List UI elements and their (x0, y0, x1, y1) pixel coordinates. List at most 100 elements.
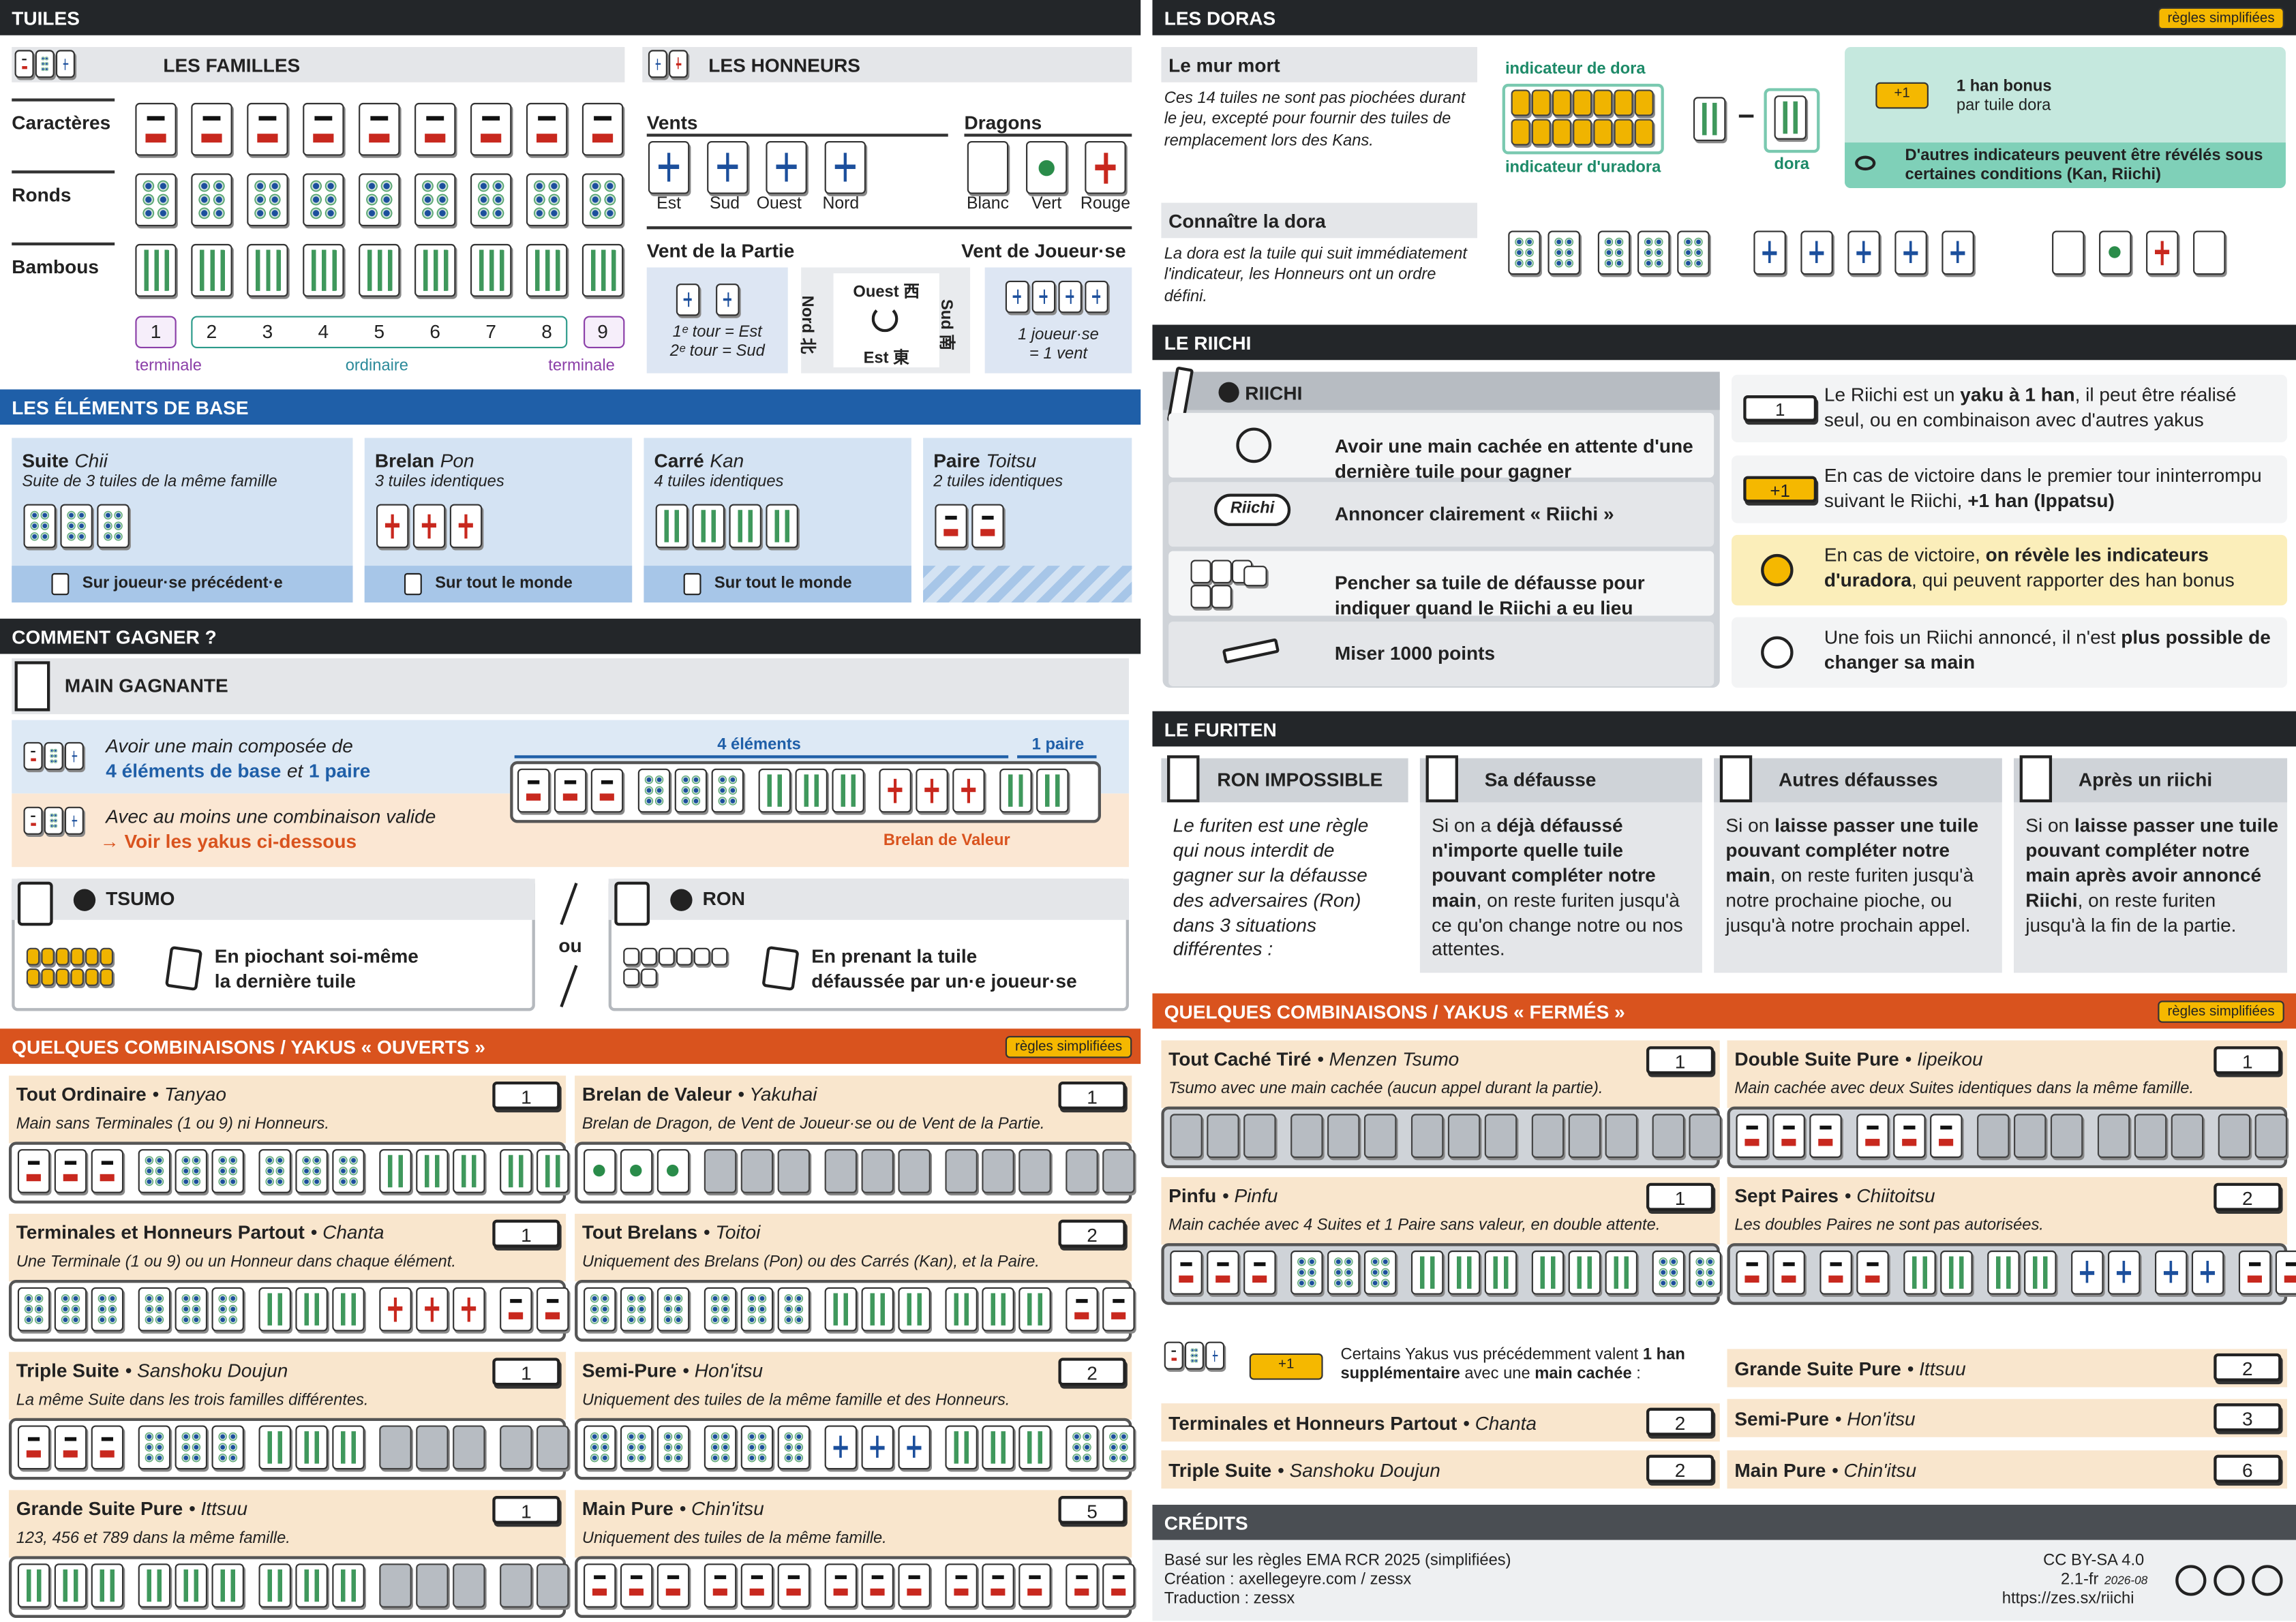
tile (26, 968, 40, 986)
tile (945, 1149, 978, 1193)
tile (704, 1425, 737, 1470)
number-box (191, 316, 568, 349)
title-line: Double Suite Pure • Iipeikou (1734, 1047, 1982, 1069)
tile-number: 1 (150, 320, 162, 343)
furiten-title: Après un riichi (2078, 768, 2213, 791)
tile (2171, 1114, 2204, 1159)
tile (60, 504, 93, 549)
bonus-row (1727, 1349, 2288, 1388)
furiten-header (1419, 758, 1702, 803)
tile (44, 806, 63, 835)
tile (1652, 1114, 1685, 1159)
romaji: Chii (74, 449, 108, 472)
tile (1164, 1341, 1183, 1370)
tile (620, 1425, 653, 1470)
tile (711, 947, 728, 966)
win-title: TSUMO (106, 887, 175, 910)
tile (211, 1425, 244, 1470)
tile (1819, 1250, 1852, 1295)
tile (898, 1287, 931, 1332)
bubble-text: Riichi (1230, 500, 1275, 517)
tile (412, 504, 446, 549)
wind-name: Est (656, 195, 681, 213)
furiten-title: RON IMPOSSIBLE (1217, 768, 1383, 791)
rule (646, 134, 948, 136)
tile (982, 1563, 1014, 1608)
tile (1031, 280, 1056, 313)
name: Tout Brelans (581, 1221, 698, 1244)
player-icon (614, 881, 650, 926)
tile (517, 768, 550, 813)
tile (1531, 1114, 1565, 1159)
tile (648, 50, 667, 78)
tile (777, 1425, 811, 1470)
tile (17, 1149, 50, 1193)
note-card (1732, 617, 2288, 688)
han-box: 1 (492, 1496, 560, 1524)
tile (1903, 1250, 1936, 1295)
title-line: Tout Ordinaire • Tanyao (16, 1083, 226, 1105)
bold-text: laisse passer une tuile pouvant compléte… (2025, 814, 2279, 911)
tile (526, 173, 568, 227)
tile (1736, 1250, 1768, 1295)
tile-number: 8 (541, 320, 552, 343)
tile (1689, 1114, 1721, 1159)
name: Main Pure (1734, 1459, 1826, 1482)
tile (537, 1425, 569, 1470)
section-title: LES DORAS (1164, 7, 1276, 30)
tile (1531, 1250, 1565, 1295)
romaji: • Tanyao (152, 1083, 226, 1105)
tile (379, 1563, 412, 1608)
tile (175, 1287, 208, 1332)
tile-icon (761, 945, 800, 992)
yaku-header (1727, 1040, 2288, 1108)
speech-icon (73, 889, 96, 911)
tile (1207, 1114, 1239, 1159)
text: avec une (1460, 1365, 1535, 1383)
romaji: Kan (710, 449, 744, 472)
wind-rule: 1 joueur·se (1018, 326, 1099, 344)
name: Suite (22, 449, 69, 472)
tile (54, 1563, 87, 1608)
credits-panel (1152, 1540, 2296, 1621)
tile (945, 1425, 978, 1470)
step-text: Annoncer clairement « Riichi » (1334, 502, 1614, 525)
note-card (1732, 374, 2288, 443)
tile (2218, 1114, 2251, 1159)
bonus-row (1161, 1450, 1720, 1489)
tile (175, 1425, 208, 1470)
text: Certains Yakus vus précédemment valent (1340, 1346, 1643, 1364)
text: , on reste furiten jusqu'à la fin de la … (2025, 888, 2237, 936)
bold-text: +1 han (Ippatsu) (1967, 489, 2115, 512)
tile (704, 1149, 737, 1193)
name: Grande Suite Pure (16, 1497, 183, 1520)
element-desc: 4 tuiles identiques (654, 473, 784, 491)
furiten-header (1714, 758, 2002, 803)
tile (1942, 230, 1974, 275)
yaku-desc: Main cachée avec 4 Suites et 1 Paire san… (1168, 1216, 1661, 1235)
text: et (286, 759, 303, 782)
tile (2275, 1250, 2296, 1295)
tile (91, 1149, 124, 1193)
credit-line: Création : axellegeyre.com / zessx (1164, 1570, 1412, 1589)
tile (54, 1287, 87, 1332)
han-box: 2 (2214, 1353, 2282, 1381)
group-title: Vents (646, 111, 698, 134)
version: 2.1-fr (2061, 1570, 2099, 1589)
tile (1243, 566, 1267, 587)
tile (537, 1563, 569, 1608)
tile (1066, 1425, 1098, 1470)
tile (55, 50, 75, 78)
badge: 1 (1743, 395, 1817, 422)
yaku-desc: Main cachée avec deux Suites identiques … (1734, 1080, 2194, 1098)
tile (1102, 1563, 1135, 1608)
han-value: 1 (1674, 1050, 1686, 1073)
tile (740, 1149, 774, 1193)
tile (1552, 89, 1571, 117)
title-line: Semi-Pure • Hon'itsu (582, 1359, 763, 1381)
tile (1597, 230, 1631, 275)
tile (623, 947, 639, 966)
text: Le Riichi est un (1824, 383, 1961, 406)
tile (674, 768, 708, 813)
